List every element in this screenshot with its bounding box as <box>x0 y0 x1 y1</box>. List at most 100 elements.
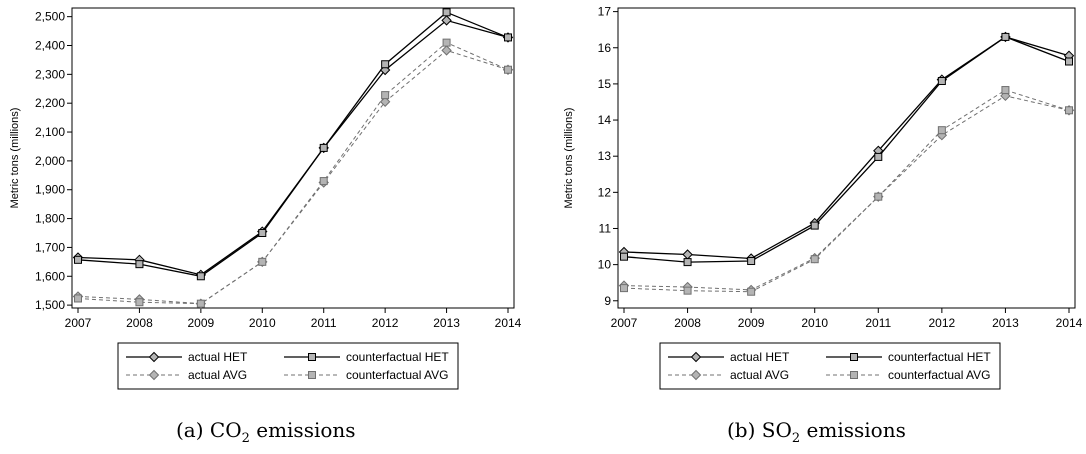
y-tick-label: 1,800 <box>35 212 65 226</box>
series-line-actual-het <box>623 36 1070 260</box>
point-counterfactual-avg <box>1065 106 1073 115</box>
point-actual-avg <box>441 45 452 56</box>
point-counterfactual-avg <box>135 298 144 307</box>
y-tick-label: 2,100 <box>35 125 65 139</box>
legend-label: actual AVG <box>730 368 789 382</box>
point-counterfactual-avg <box>874 192 883 201</box>
y-tick-label: 9 <box>604 294 611 308</box>
point-counterfactual-avg <box>319 177 328 186</box>
plot-frame <box>617 7 1076 309</box>
legend-marker <box>690 369 702 381</box>
caption-gas: CO <box>209 418 242 442</box>
x-tick-label: 2011 <box>865 316 891 330</box>
y-tick-label: 15 <box>598 77 612 91</box>
point-counterfactual-avg <box>683 286 692 295</box>
point-counterfactual-het <box>683 258 692 267</box>
point-counterfactual-het <box>135 260 144 269</box>
series-line-actual-avg <box>623 95 1070 291</box>
series-line-actual-het <box>77 19 509 276</box>
x-tick-label: 2012 <box>929 316 956 330</box>
legend-marker <box>850 371 858 379</box>
legend-label: actual HET <box>188 350 248 364</box>
legend-label: counterfactual HET <box>346 350 449 364</box>
y-tick-label: 12 <box>598 185 612 199</box>
series-line-counterfactual-avg <box>623 89 1070 293</box>
point-counterfactual-avg <box>504 65 512 74</box>
y-tick-label: 2,400 <box>35 39 65 53</box>
point-counterfactual-het <box>196 272 205 281</box>
x-tick-label: 2013 <box>433 316 460 330</box>
legend-label: actual AVG <box>188 368 247 382</box>
series-line-counterfactual-het <box>623 36 1070 263</box>
caption-subscript: 2 <box>791 431 801 446</box>
y-tick-label: 2,200 <box>35 96 65 110</box>
point-counterfactual-avg <box>258 257 267 266</box>
co2-chart-panel: 1,500 1,600 1,700 1,800 1,900 2,000 2,100 2,200… <box>9 7 522 390</box>
y-tick-label: 1,700 <box>35 240 65 254</box>
legend-marker <box>308 371 316 379</box>
point-counterfactual-avg <box>810 255 819 264</box>
y-tick-label: 10 <box>598 258 612 272</box>
co2-caption: (a) CO2 emissions <box>176 418 356 446</box>
legend-label: counterfactual AVG <box>346 368 449 382</box>
point-counterfactual-avg <box>196 299 205 308</box>
point-counterfactual-het <box>74 255 82 264</box>
x-tick-label: 2009 <box>738 316 765 330</box>
legend-label: counterfactual HET <box>888 350 991 364</box>
so2-caption: (b) SO2 emissions <box>727 418 906 446</box>
x-tick-label: 2012 <box>372 316 399 330</box>
x-tick-label: 2008 <box>126 316 153 330</box>
legend-marker <box>308 353 316 361</box>
y-tick-label: 17 <box>598 5 612 19</box>
y-tick-label: 2,300 <box>35 67 65 81</box>
point-counterfactual-het <box>810 221 819 230</box>
caption-label: (b) <box>727 418 756 442</box>
point-counterfactual-het <box>258 229 267 237</box>
point-counterfactual-het <box>442 8 451 17</box>
y-axis-label: Metric tons (millions) <box>9 108 21 209</box>
point-counterfactual-het <box>747 257 756 266</box>
y-tick-label: 14 <box>598 113 612 127</box>
x-tick-label: 2011 <box>311 316 337 330</box>
y-tick-label: 2,000 <box>35 154 65 168</box>
y-tick-label: 11 <box>599 221 612 235</box>
x-tick-label: 2007 <box>65 316 92 330</box>
point-counterfactual-het <box>937 77 946 86</box>
x-tick-label: 2007 <box>611 316 638 330</box>
caption-label: (a) <box>176 418 204 442</box>
legend-marker <box>148 369 160 381</box>
x-tick-label: 2014 <box>1056 316 1083 330</box>
so2-chart-panel: 9 10 11 12 13 14 15 16 17 2007 2008 2009 2010 2011 201… <box>563 5 1083 390</box>
x-tick-label: 2008 <box>674 316 701 330</box>
x-tick-label: 2009 <box>188 316 215 330</box>
y-tick-label: 13 <box>598 149 612 163</box>
legend-marker <box>690 351 702 363</box>
x-tick-label: 2013 <box>992 316 1019 330</box>
y-tick-label: 16 <box>598 41 612 55</box>
caption-text: emissions <box>256 418 356 442</box>
x-tick-label: 2010 <box>801 316 828 330</box>
y-axis-label: Metric tons (millions) <box>563 108 575 209</box>
legend-label: actual HET <box>730 350 790 364</box>
point-actual-avg <box>379 96 391 107</box>
series-line-counterfactual-avg <box>77 42 509 305</box>
point-actual-het <box>682 249 693 260</box>
point-counterfactual-avg <box>747 287 756 296</box>
series-line-counterfactual-het <box>77 11 509 277</box>
y-tick-label: 1,500 <box>35 298 65 312</box>
plot-frame <box>71 7 515 309</box>
point-counterfactual-het <box>504 33 512 42</box>
point-counterfactual-avg <box>74 294 82 303</box>
point-counterfactual-avg <box>1001 86 1010 95</box>
point-counterfactual-het <box>1001 32 1010 41</box>
point-counterfactual-avg <box>442 38 451 47</box>
legend-marker <box>850 353 858 361</box>
x-tick-label: 2010 <box>249 316 276 330</box>
legend-box <box>117 342 459 390</box>
point-counterfactual-avg <box>620 284 628 293</box>
point-counterfactual-het <box>620 252 628 261</box>
caption-subscript: 2 <box>241 431 250 446</box>
point-counterfactual-avg <box>937 126 946 135</box>
point-counterfactual-het <box>319 143 328 152</box>
